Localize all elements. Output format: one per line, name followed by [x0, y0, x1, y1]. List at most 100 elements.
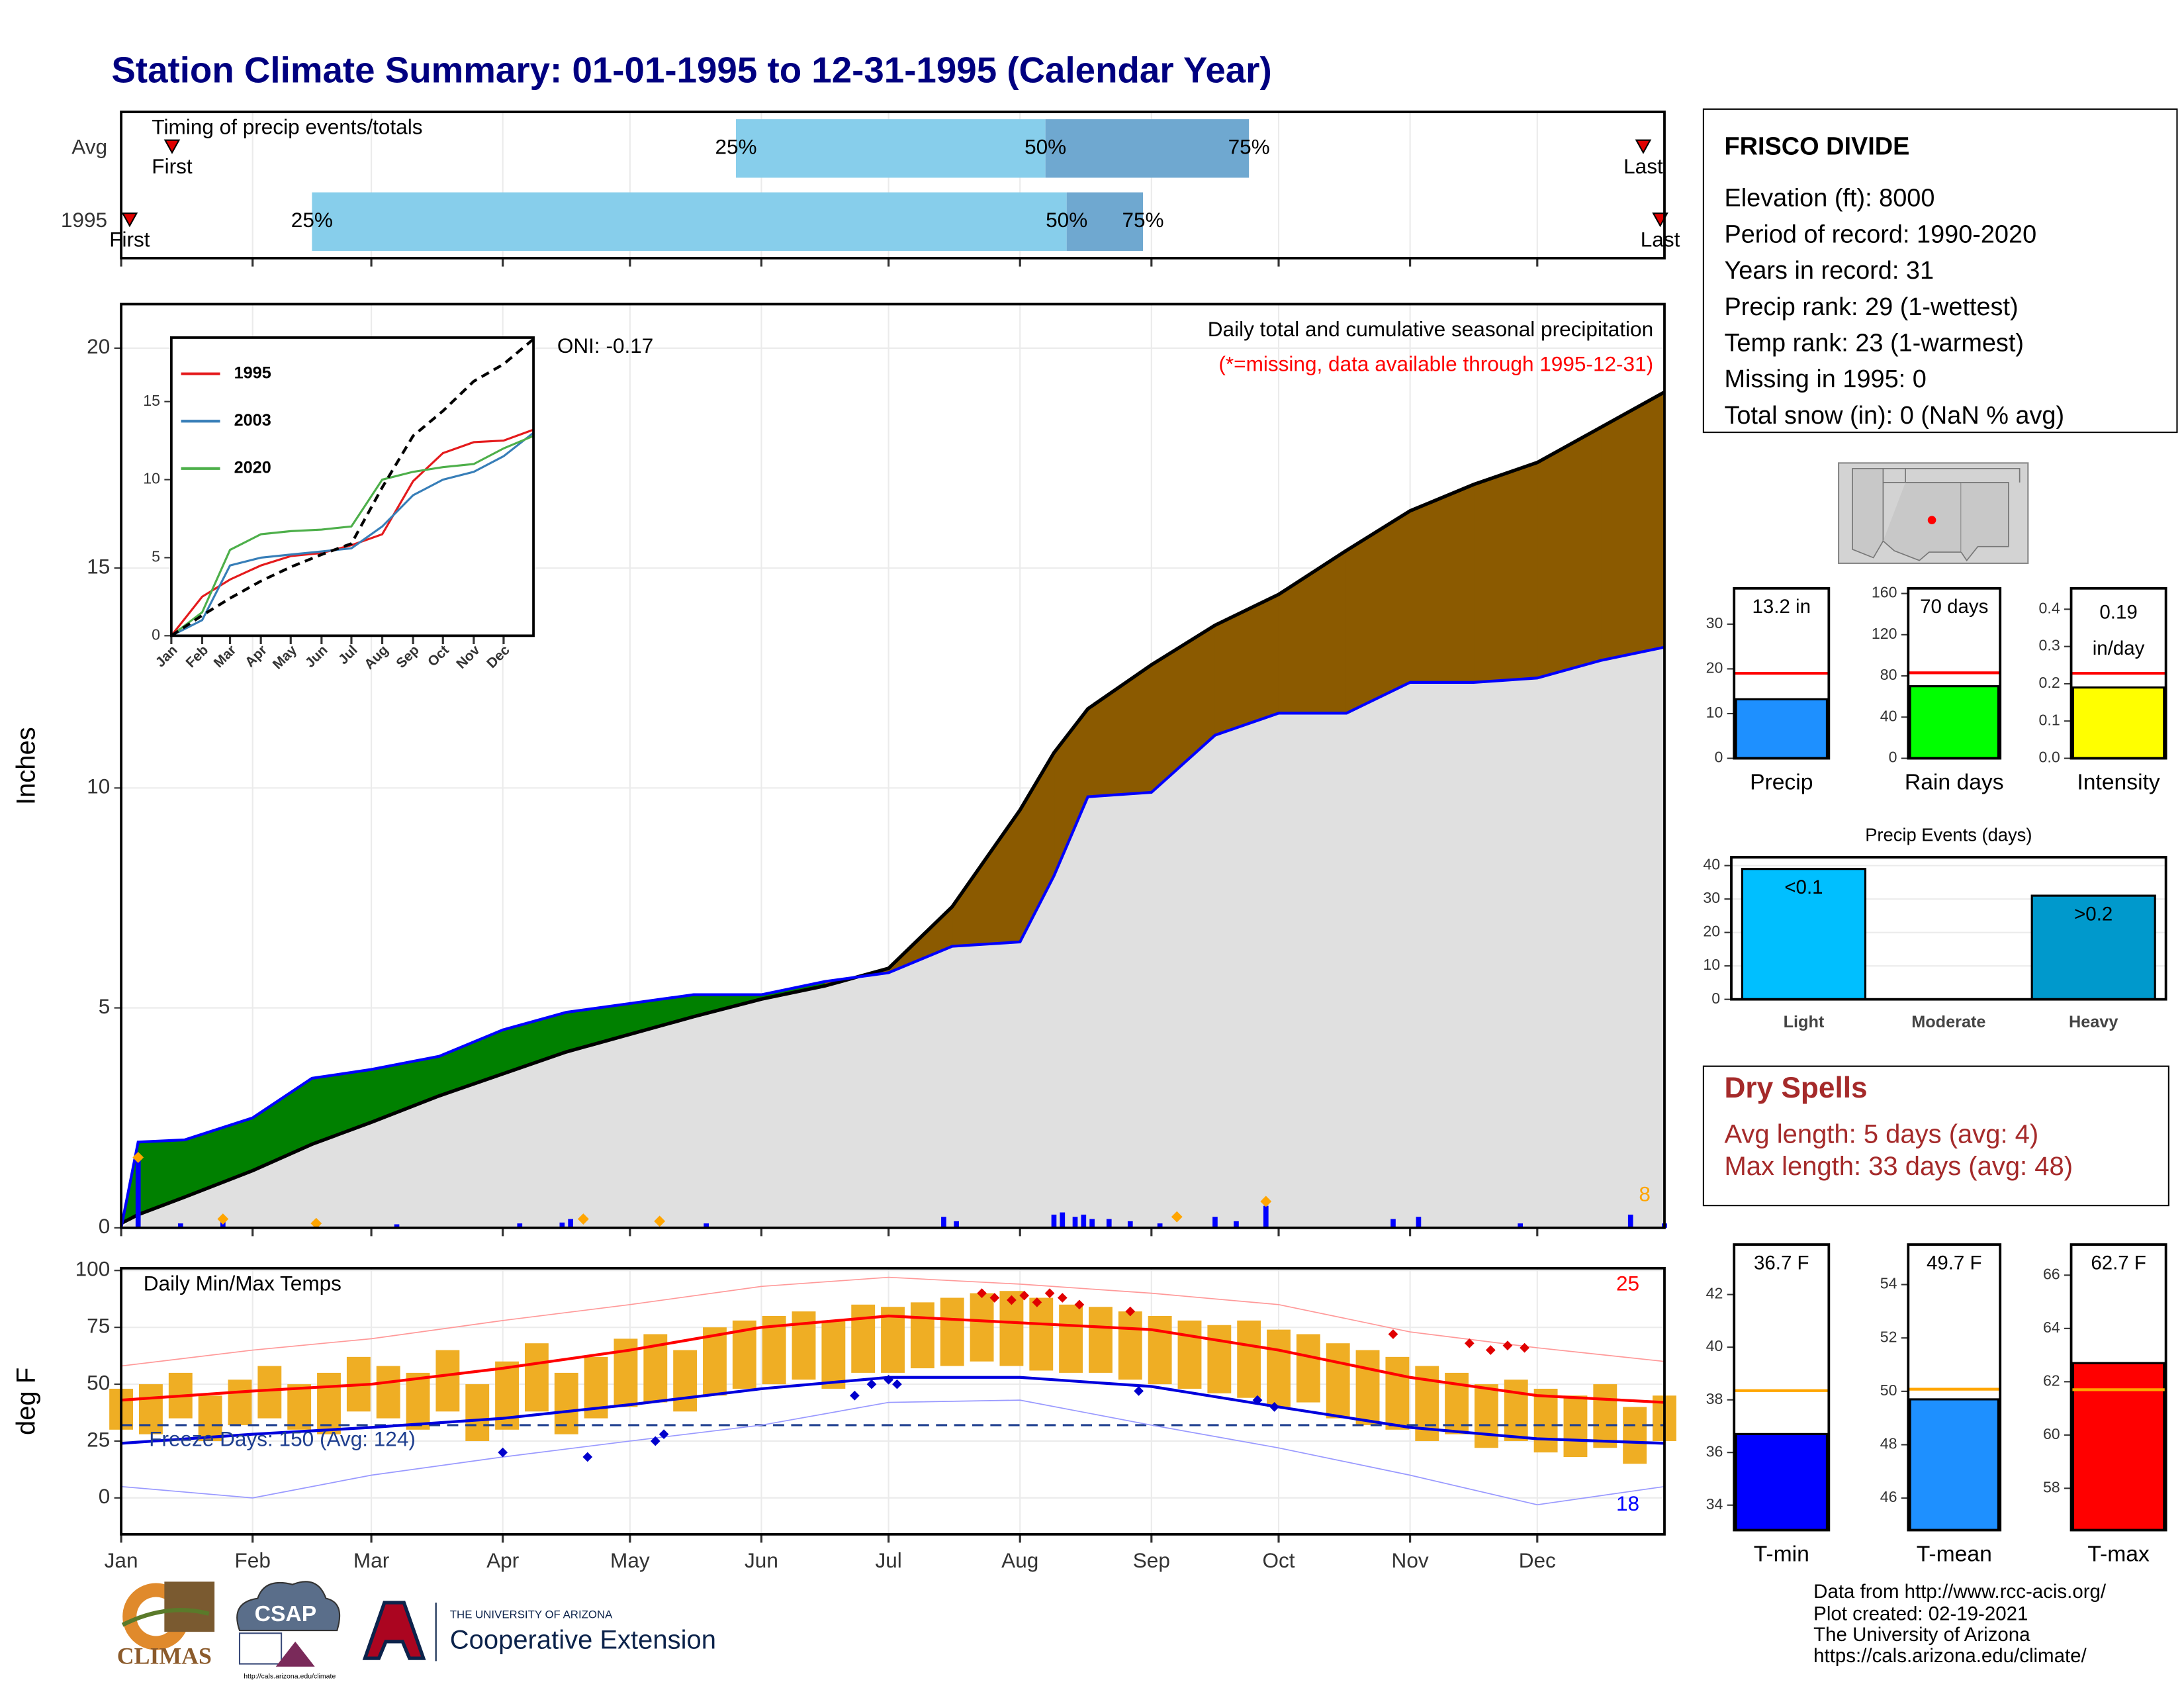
- event-marker: [121, 212, 138, 228]
- temp-range-bar: [940, 1297, 964, 1366]
- y-tick-label: 66: [2043, 1265, 2060, 1282]
- plot-frame: [1733, 586, 1831, 760]
- precip-marker: [1260, 1196, 1272, 1207]
- plot-frame: [120, 1266, 1666, 1536]
- credit: https://cals.arizona.edu/climate/: [1813, 1645, 2087, 1667]
- y-tick-label: 0: [99, 1214, 111, 1238]
- record-marker: [1388, 1329, 1398, 1339]
- precip-marker: [217, 1213, 229, 1225]
- record-marker: [1252, 1395, 1263, 1405]
- event-marker: [1635, 139, 1652, 154]
- daily-precip-bar: [1212, 1217, 1218, 1228]
- freeze-days: Freeze Days: 150 (Avg: 124): [149, 1427, 416, 1450]
- value-label: 13.2 in: [1752, 596, 1811, 618]
- y-tick-label: 5: [152, 548, 160, 565]
- y-tick-label: 0.2: [2039, 674, 2060, 691]
- extension-text: Cooperative Extension: [450, 1625, 716, 1654]
- x-tick-label: Jul: [875, 1548, 901, 1572]
- csap-text: CSAP: [255, 1602, 317, 1626]
- plot-frame: [169, 336, 535, 637]
- x-tick-label: May: [610, 1548, 650, 1572]
- y-tick-label: 46: [1880, 1488, 1897, 1505]
- row-label: 1995: [61, 208, 107, 232]
- record-marker: [1520, 1342, 1529, 1353]
- station-info: Years in record: 31: [1724, 257, 1934, 285]
- category-label: Intensity: [2077, 770, 2160, 794]
- y-tick-label: 0: [99, 1484, 111, 1508]
- y-tick-label: 15: [143, 392, 160, 409]
- cumulative-line: [170, 435, 534, 637]
- record-marker: [1057, 1293, 1068, 1303]
- panel-title: Timing of precip events/totals: [152, 115, 422, 139]
- legend-label: 2020: [234, 458, 271, 477]
- temp-range-bar: [1385, 1356, 1410, 1430]
- y-tick-label: 34: [1706, 1495, 1723, 1513]
- x-tick-label: Aug: [1001, 1548, 1038, 1572]
- category-label: Rain days: [1905, 770, 2004, 794]
- daily-precip-bar: [1051, 1214, 1057, 1228]
- record-marker: [1044, 1288, 1055, 1299]
- daily-precip-bar: [1072, 1217, 1078, 1228]
- daily-precip-bar: [704, 1223, 709, 1228]
- y-tick-label: 75: [87, 1314, 110, 1338]
- station-box: [1702, 108, 2178, 434]
- y-tick-label: 62: [2043, 1372, 2060, 1389]
- credit: Data from http://www.rcc-acis.org/: [1813, 1581, 2107, 1603]
- y-tick-label: 42: [1706, 1285, 1723, 1302]
- value-label: 0.19: [2099, 601, 2137, 623]
- row-label: Avg: [71, 135, 107, 159]
- quartile-label: 25%: [291, 208, 333, 232]
- daily-precip-bar: [1081, 1214, 1087, 1228]
- temp-range-bar: [910, 1302, 934, 1369]
- location-map: [1838, 462, 2029, 564]
- temp-range-bar: [1089, 1307, 1113, 1373]
- temp-range-bar: [1326, 1343, 1350, 1419]
- y-tick-label: 0: [1715, 749, 1723, 766]
- station-info: Total snow (in): 0 (NaN % avg): [1724, 402, 2064, 430]
- temp-range-bar: [703, 1327, 727, 1396]
- category-label: T-max: [2087, 1542, 2150, 1566]
- temp-range-bar: [1177, 1320, 1202, 1389]
- temp-range-bar: [376, 1366, 400, 1419]
- daily-precip-bar: [135, 1157, 141, 1228]
- y-tick-label: 5: [99, 994, 111, 1018]
- temp-range-bar: [1474, 1384, 1498, 1448]
- page-title: Station Climate Summary: 01-01-1995 to 1…: [111, 50, 1271, 91]
- temp-range-bar: [1118, 1311, 1142, 1380]
- record-marker: [892, 1379, 902, 1389]
- plot-frame: [120, 111, 1666, 259]
- y-tick-label: 20: [1706, 659, 1723, 677]
- y-tick-label: 0: [152, 626, 160, 643]
- dry-spells-info: Avg length: 5 days (avg: 4): [1724, 1119, 2038, 1149]
- dry-spells-info: Max length: 33 days (avg: 48): [1724, 1152, 2073, 1181]
- bar: [2071, 1362, 2165, 1532]
- y-tick-label: 100: [75, 1257, 111, 1281]
- temp-line: [120, 1314, 1665, 1404]
- temp-range-bar: [1563, 1395, 1588, 1458]
- bar: [2071, 686, 2165, 760]
- category-label: T-min: [1754, 1542, 1809, 1566]
- daily-precip-bar: [394, 1224, 400, 1228]
- csap-url: http://cals.arizona.edu/climate: [244, 1672, 336, 1680]
- y-tick-label: 10: [1703, 956, 1720, 973]
- plot-frame: [120, 303, 1666, 1229]
- y-tick-label: 10: [143, 470, 160, 487]
- chart-subtitle: Daily total and cumulative seasonal prec…: [1208, 317, 1653, 341]
- y-axis-label: deg F: [12, 1368, 41, 1435]
- csap-cloud: [236, 1581, 341, 1632]
- temp-range-bar: [1593, 1384, 1617, 1448]
- x-tick-label: Jun: [745, 1548, 778, 1572]
- plot-frame: [1907, 586, 2002, 760]
- temp-range-bar: [524, 1343, 549, 1412]
- quartile-label: 50%: [1024, 135, 1066, 159]
- missing-note: (*=missing, data available through 1995-…: [1218, 352, 1653, 375]
- plot-frame: [1907, 1243, 2002, 1532]
- average-cumulative-line: [120, 391, 1666, 1225]
- event-label: First: [109, 228, 150, 252]
- record-marker: [884, 1374, 894, 1385]
- record-marker: [659, 1429, 669, 1440]
- category-label: Heavy: [2069, 1013, 2118, 1031]
- temp-range-bar: [1237, 1320, 1261, 1398]
